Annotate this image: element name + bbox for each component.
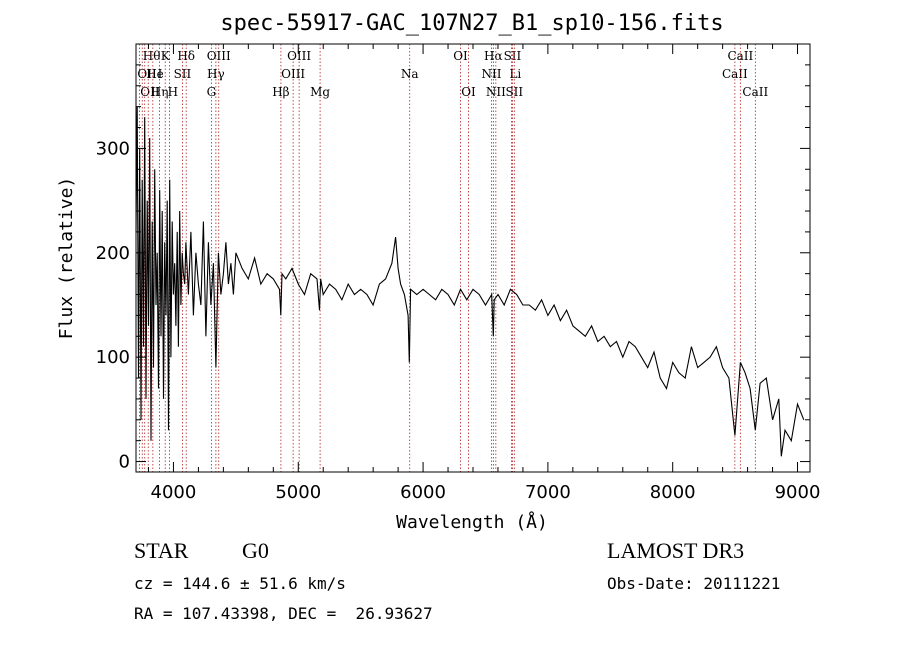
line-marker-label-4: Hη bbox=[151, 85, 169, 99]
axis-ticks: 4000 5000 6000 7000 8000 9000 0 100 200 300 bbox=[96, 44, 821, 503]
plot-frame bbox=[135, 43, 811, 473]
x-tick-label-8000: 8000 bbox=[650, 482, 696, 503]
x-tick-label-5000: 5000 bbox=[275, 482, 321, 503]
y-tick-label-200: 200 bbox=[96, 243, 130, 264]
line-marker-label-18: OI bbox=[453, 49, 468, 63]
line-marker-label-10: G bbox=[207, 85, 217, 99]
line-marker-label-25: SII bbox=[505, 85, 523, 99]
line-marker-label-3: He bbox=[146, 67, 164, 81]
x-tick-label-9000: 9000 bbox=[775, 482, 821, 503]
x-tick-label-4000: 4000 bbox=[151, 482, 197, 503]
line-marker-label-17: Na bbox=[401, 67, 419, 81]
line-marker-label-9: Hδ bbox=[177, 49, 195, 63]
y-tick-label-300: 300 bbox=[96, 138, 130, 159]
redshift-value: cz = 144.6 ± 51.6 km/s bbox=[134, 574, 346, 593]
line-marker-label-5: I bbox=[158, 67, 163, 81]
x-axis-label: Wavelength (Å) bbox=[396, 511, 548, 533]
x-tick-label-7000: 7000 bbox=[525, 482, 571, 503]
chart-title: spec-55917-GAC_107N27_B1_sp10-156.fits bbox=[220, 11, 723, 36]
observation-date: Obs-Date: 20111221 bbox=[607, 574, 781, 593]
survey-name: LAMOST DR3 bbox=[607, 538, 745, 563]
line-marker-label-19: OI bbox=[461, 85, 476, 99]
line-marker-label-28: CaII bbox=[742, 85, 768, 99]
line-marker-label-8: SII bbox=[174, 67, 192, 81]
line-marker-label-16: Mg bbox=[310, 85, 330, 99]
line-marker-label-13: Hβ bbox=[272, 85, 289, 99]
y-axis-label: Flux (relative) bbox=[56, 177, 77, 340]
line-marker-label-26: CaII bbox=[722, 67, 748, 81]
line-marker-label-24: SII bbox=[504, 49, 522, 63]
line-marker-label-14: OIII bbox=[281, 67, 305, 81]
spectrum-series-line bbox=[135, 106, 805, 457]
y-tick-label-0: 0 bbox=[119, 452, 130, 473]
line-marker-label-1: OII bbox=[140, 85, 160, 99]
line-marker-label-12: OIII bbox=[207, 49, 231, 63]
line-marker-label-20: NII bbox=[481, 67, 501, 81]
line-marker-label-11: Hγ bbox=[207, 67, 225, 81]
line-marker-label-15: OIII bbox=[287, 49, 311, 63]
line-marker-label-27: CaII bbox=[727, 49, 753, 63]
x-tick-label-6000: 6000 bbox=[400, 482, 446, 503]
object-subclass: G0 bbox=[242, 538, 269, 563]
line-marker-label-6: K bbox=[161, 49, 171, 63]
line-marker-label-23: Li bbox=[509, 67, 521, 81]
object-class: STAR bbox=[134, 538, 189, 563]
line-marker-label-22: NII bbox=[486, 85, 506, 99]
line-marker-label-0: OII bbox=[137, 67, 157, 81]
sky-coordinates: RA = 107.43398, DEC = 26.93627 bbox=[134, 604, 433, 623]
line-marker-label-2: Hθ bbox=[143, 49, 161, 63]
line-marker-label-21: Hα bbox=[484, 49, 503, 63]
line-markers: OII OII Hθ He Hη IK H SII Hδ G Hγ OIII Hβ OIII OIII Mg N… bbox=[137, 44, 768, 472]
y-tick-label-100: 100 bbox=[96, 347, 130, 368]
line-marker-label-7: H bbox=[168, 85, 178, 99]
